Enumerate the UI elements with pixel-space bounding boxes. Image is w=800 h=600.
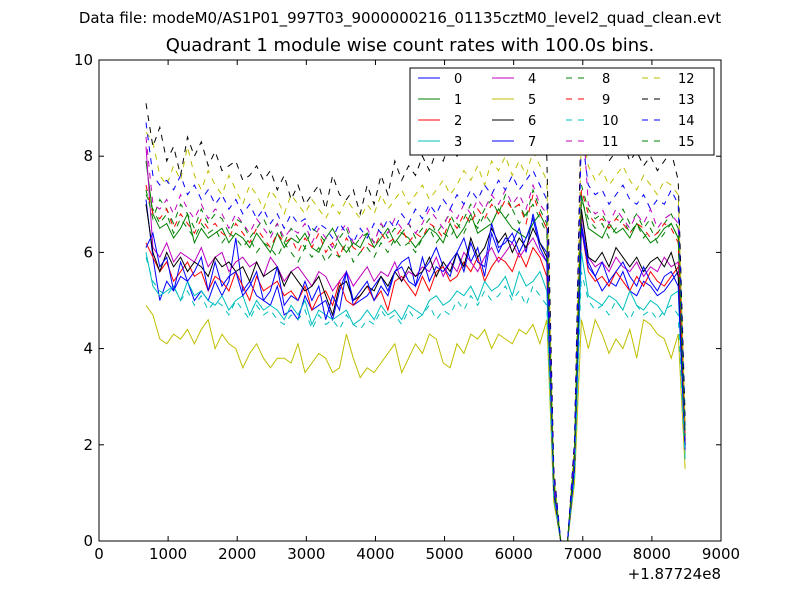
series-line-10 [145,257,686,542]
chart-title: Quadrant 1 module wise count rates with … [165,35,655,56]
y-tick-label: 6 [83,243,93,261]
legend-label-9: 9 [602,93,610,108]
legend-label-15: 15 [678,135,695,150]
series-layer [145,93,686,542]
series-line-11 [145,93,686,542]
x-tick-label: 5000 [425,545,463,563]
series-line-8 [145,184,686,542]
series-line-14 [145,122,686,542]
plot-area-frame [98,59,722,542]
axis-ticks: 0 1000 2000 3000 4000 5000 6000 7000 8000 9000 0 2 4… [74,51,740,563]
legend-label-6: 6 [528,114,536,129]
series-line-2 [145,228,686,542]
series-line-12 [145,127,686,542]
legend-frame [409,67,715,156]
y-tick-label: 2 [83,436,93,454]
series-line-1 [145,160,686,542]
x-tick-label: 2000 [218,545,256,563]
series-line-5 [145,305,686,542]
y-tick-label: 8 [83,147,93,165]
x-tick-label: 1000 [149,545,187,563]
legend-label-2: 2 [454,114,462,129]
series-line-9 [145,184,686,542]
x-tick-label: 3000 [287,545,325,563]
x-tick-label: 4000 [356,545,394,563]
data-file-suptitle: Data file: modeM0/AS1P01_997T03_90000002… [78,9,722,27]
legend-label-0: 0 [454,72,462,87]
series-line-3 [145,252,686,542]
x-tick-label: 0 [94,545,104,563]
series-line-0 [145,199,686,542]
legend-label-13: 13 [678,93,695,108]
legend-label-7: 7 [528,135,536,150]
x-tick-label: 8000 [633,545,671,563]
legend-label-10: 10 [602,114,619,129]
legend-label-1: 1 [454,93,462,108]
legend-label-11: 11 [602,135,619,150]
y-tick-label: 10 [74,51,93,69]
legend-label-5: 5 [528,93,536,108]
legend-label-3: 3 [454,135,462,150]
x-offset-label: +1.87724e8 [628,565,721,583]
series-line-15 [145,194,686,542]
x-tick-label: 9000 [702,545,740,563]
x-tick-label: 7000 [564,545,602,563]
legend-label-4: 4 [528,72,536,87]
series-line-13 [145,98,686,542]
y-tick-label: 4 [83,340,93,358]
x-tick-label: 6000 [495,545,533,563]
series-line-6 [145,204,686,542]
series-line-7 [145,216,686,542]
legend-label-12: 12 [678,72,695,87]
legend-label-14: 14 [678,114,695,129]
y-tick-label: 0 [83,532,93,550]
legend-label-8: 8 [602,72,610,87]
